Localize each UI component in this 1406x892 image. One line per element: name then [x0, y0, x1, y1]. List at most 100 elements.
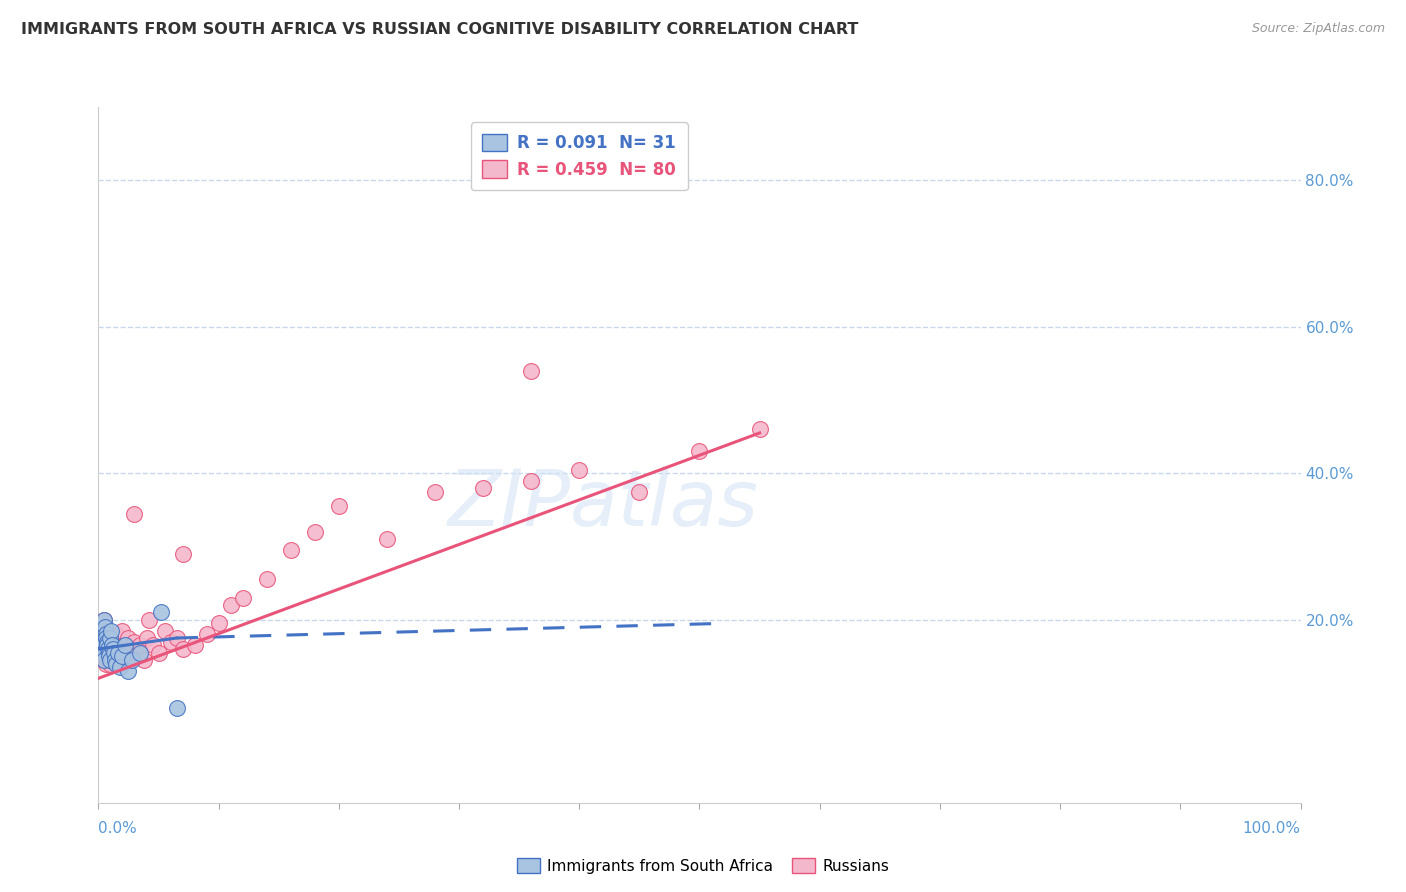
Text: ZIPatlas: ZIPatlas — [449, 466, 759, 541]
Point — [135, 631, 157, 645]
Point — [159, 634, 181, 648]
Point — [101, 642, 124, 657]
Point — [100, 638, 122, 652]
Point — [166, 631, 188, 645]
Point — [96, 634, 118, 648]
Point — [328, 499, 350, 513]
Point — [98, 653, 121, 667]
Point — [138, 613, 160, 627]
Point — [117, 631, 139, 645]
Point — [304, 524, 326, 539]
Point — [96, 631, 118, 645]
Text: IMMIGRANTS FROM SOUTH AFRICA VS RUSSIAN COGNITIVE DISABILITY CORRELATION CHART: IMMIGRANTS FROM SOUTH AFRICA VS RUSSIAN … — [21, 22, 859, 37]
Point — [96, 631, 118, 645]
Point — [94, 631, 117, 645]
Point — [96, 642, 118, 657]
Point — [195, 627, 218, 641]
Point — [114, 649, 136, 664]
Point — [689, 444, 711, 458]
Point — [94, 638, 117, 652]
Point — [153, 624, 176, 638]
Point — [121, 642, 143, 657]
Point — [149, 606, 172, 620]
Text: Source: ZipAtlas.com: Source: ZipAtlas.com — [1251, 22, 1385, 36]
Point — [93, 653, 115, 667]
Point — [472, 481, 495, 495]
Point — [112, 638, 135, 652]
Point — [94, 646, 117, 660]
Point — [97, 642, 120, 657]
Point — [97, 638, 120, 652]
Point — [91, 631, 114, 645]
Point — [129, 646, 152, 660]
Legend: Immigrants from South Africa, Russians: Immigrants from South Africa, Russians — [510, 852, 896, 880]
Text: 0.0%: 0.0% — [98, 822, 138, 836]
Point — [172, 642, 194, 657]
Text: 100.0%: 100.0% — [1243, 822, 1301, 836]
Point — [93, 653, 115, 667]
Point — [100, 624, 122, 638]
Point — [100, 631, 122, 645]
Point — [98, 657, 121, 671]
Point — [132, 653, 155, 667]
Point — [101, 653, 124, 667]
Point — [93, 638, 115, 652]
Point — [105, 657, 128, 671]
Point — [129, 638, 152, 652]
Point — [183, 638, 205, 652]
Point — [748, 422, 770, 436]
Point — [91, 638, 114, 652]
Point — [256, 573, 278, 587]
Point — [98, 649, 121, 664]
Point — [520, 364, 543, 378]
Point — [628, 484, 651, 499]
Point — [104, 638, 127, 652]
Point — [100, 646, 122, 660]
Legend: R = 0.091  N= 31, R = 0.459  N= 80: R = 0.091 N= 31, R = 0.459 N= 80 — [471, 122, 688, 190]
Point — [91, 646, 114, 660]
Point — [124, 634, 146, 648]
Point — [111, 624, 134, 638]
Point — [96, 657, 118, 671]
Point — [94, 627, 117, 641]
Point — [114, 638, 136, 652]
Point — [93, 634, 115, 648]
Point — [103, 649, 125, 664]
Point — [100, 642, 122, 657]
Point — [91, 627, 114, 641]
Point — [103, 634, 125, 648]
Point — [91, 649, 114, 664]
Point — [107, 646, 129, 660]
Point — [115, 646, 138, 660]
Point — [89, 634, 111, 648]
Point — [568, 462, 591, 476]
Point — [94, 620, 117, 634]
Point — [110, 653, 132, 667]
Point — [105, 627, 128, 641]
Point — [520, 474, 543, 488]
Point — [208, 616, 231, 631]
Point — [125, 646, 148, 660]
Point — [93, 613, 115, 627]
Point — [148, 646, 170, 660]
Point — [100, 631, 122, 645]
Point — [108, 642, 131, 657]
Point — [90, 624, 112, 638]
Point — [98, 642, 121, 657]
Point — [166, 700, 188, 714]
Point — [96, 653, 118, 667]
Point — [107, 657, 129, 671]
Point — [118, 653, 141, 667]
Point — [219, 598, 242, 612]
Point — [91, 631, 114, 645]
Point — [108, 660, 131, 674]
Point — [280, 543, 302, 558]
Point — [103, 646, 125, 660]
Point — [104, 653, 127, 667]
Point — [232, 591, 254, 605]
Point — [375, 532, 398, 546]
Point — [97, 646, 120, 660]
Point — [98, 649, 121, 664]
Point — [423, 484, 446, 499]
Point — [121, 653, 143, 667]
